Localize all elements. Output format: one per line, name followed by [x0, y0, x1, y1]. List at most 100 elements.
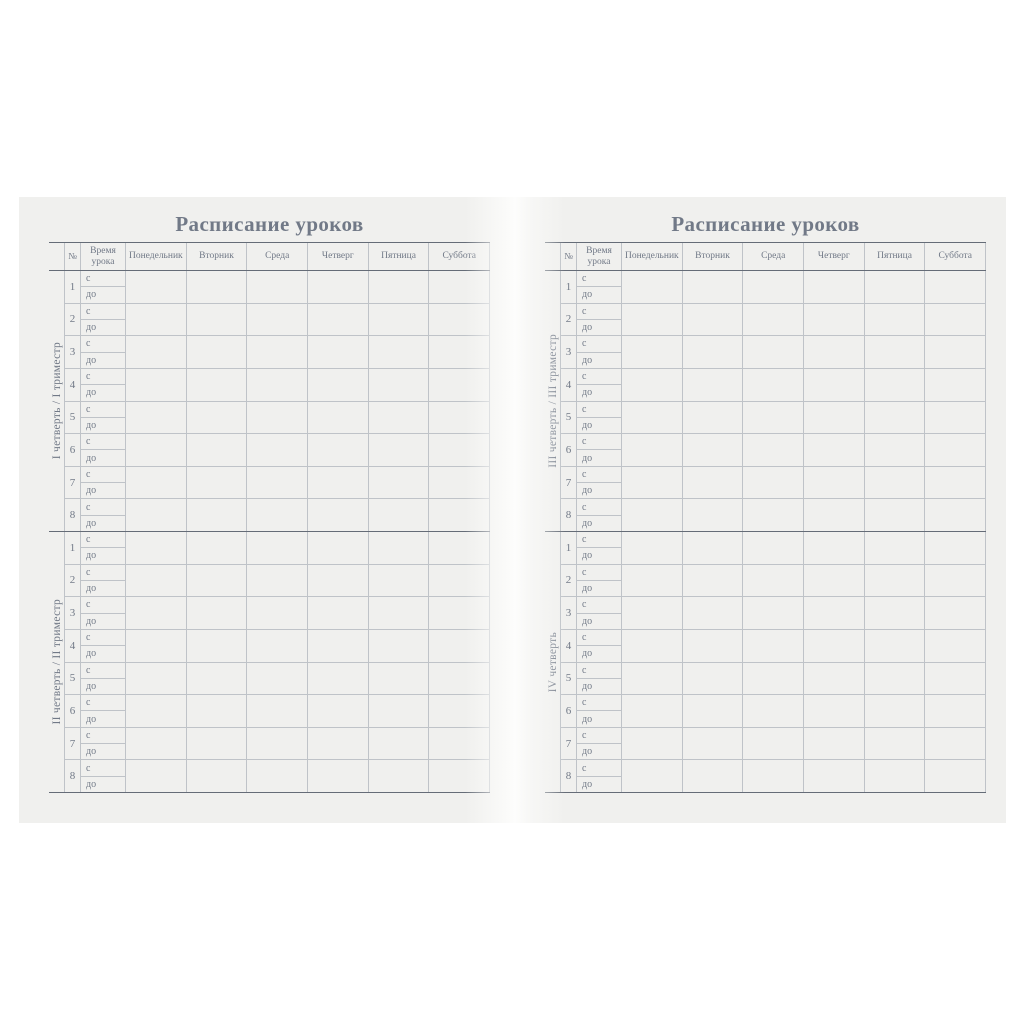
- day-cell: [863, 532, 925, 564]
- time-cell: с до: [576, 532, 621, 564]
- quarter-block: III четверть / III триместр 1 с до 2 с до 3 с до 4…: [545, 271, 987, 532]
- day-cell: [924, 760, 987, 792]
- lesson-row: 7 с до: [560, 465, 987, 499]
- time-to-label: до: [86, 387, 97, 399]
- lesson-number: 8: [64, 760, 80, 792]
- time-to-label: до: [86, 322, 97, 334]
- time-from-label: с: [577, 304, 621, 320]
- quarter-label: III четверть / III триместр: [545, 271, 560, 531]
- day-cell: [125, 336, 186, 368]
- lesson-number: 3: [560, 597, 576, 629]
- lesson-number: 6: [560, 434, 576, 466]
- time-from-label: с: [81, 597, 125, 614]
- day-cell: [367, 466, 429, 499]
- time-cell: с до: [80, 532, 125, 564]
- column-header-number: №: [64, 243, 80, 270]
- lesson-row: 8 с до: [560, 759, 987, 792]
- day-cell: [863, 336, 925, 368]
- time-cell: с до: [576, 499, 621, 531]
- lesson-rows: 1 с до 2 с до 3 с до 4 с до 5 с до 6 с до 7 с до 8 с до: [64, 532, 491, 792]
- time-cell: с до: [80, 629, 125, 662]
- lesson-row: 6 с до: [64, 694, 491, 727]
- lesson-number: 1: [560, 532, 576, 564]
- time-from-label: с: [577, 467, 621, 484]
- day-cell: [367, 271, 429, 303]
- column-header-day: Пятница: [863, 243, 925, 270]
- day-cell: [681, 303, 743, 336]
- quarter-label-text: II четверть / II триместр: [50, 599, 63, 725]
- day-cell: [185, 662, 247, 695]
- time-to-label: до: [86, 680, 97, 692]
- lesson-number: 7: [560, 727, 576, 760]
- time-from-label: с: [577, 695, 621, 712]
- day-cell: [863, 271, 925, 303]
- lesson-number: 1: [560, 271, 576, 303]
- day-cell: [246, 271, 307, 303]
- day-cell: [803, 760, 864, 792]
- day-cell: [307, 303, 368, 336]
- day-cell: [367, 401, 429, 434]
- lesson-row: 3 с до: [64, 596, 491, 629]
- day-cell: [681, 564, 743, 597]
- time-to-label: до: [582, 354, 593, 366]
- day-cell: [742, 401, 803, 434]
- day-cell: [924, 401, 987, 434]
- time-from-label: с: [81, 336, 125, 353]
- lesson-number: 4: [64, 368, 80, 401]
- planner-spread: Расписание уроков № Время урока Понедельни…: [19, 197, 1006, 823]
- time-to-label: до: [582, 778, 593, 790]
- day-cell: [621, 597, 682, 629]
- time-from-label: с: [577, 336, 621, 353]
- day-cell: [367, 662, 429, 695]
- day-cell: [924, 532, 987, 564]
- day-cell: [185, 695, 247, 727]
- lesson-row: 1 с до: [560, 271, 987, 303]
- day-cell: [742, 532, 803, 564]
- day-cell: [185, 336, 247, 368]
- day-cell: [681, 760, 743, 792]
- day-cell: [125, 727, 186, 760]
- time-to-label: до: [86, 452, 97, 464]
- quarter-block: IV четверть 1 с до 2 с до 3 с до 4 с до 5 с до 6 с до 7 с до 8…: [545, 532, 987, 793]
- day-cell: [185, 401, 247, 434]
- day-cell: [621, 271, 682, 303]
- day-cell: [803, 662, 864, 695]
- day-cell: [924, 662, 987, 695]
- column-header-day: Пятница: [367, 243, 429, 270]
- day-cell: [742, 466, 803, 499]
- day-cell: [307, 434, 368, 466]
- day-cell: [246, 695, 307, 727]
- day-cell: [246, 532, 307, 564]
- day-cell: [125, 662, 186, 695]
- lesson-row: 4 с до: [560, 367, 987, 401]
- day-cell: [681, 466, 743, 499]
- lesson-number: 4: [560, 629, 576, 662]
- day-cell: [307, 499, 368, 531]
- quarter-label-spacer: [49, 243, 64, 270]
- lesson-row: 8 с до: [64, 759, 491, 792]
- day-cell: [185, 499, 247, 531]
- day-cell: [681, 499, 743, 531]
- day-cell: [125, 368, 186, 401]
- time-cell: с до: [576, 564, 621, 597]
- day-cell: [246, 564, 307, 597]
- lesson-number: 2: [64, 303, 80, 336]
- day-cell: [428, 434, 491, 466]
- time-from-label: с: [81, 663, 125, 679]
- day-cell: [307, 532, 368, 564]
- day-cell: [863, 695, 925, 727]
- day-cell: [924, 368, 987, 401]
- time-from-label: с: [577, 532, 621, 549]
- day-cell: [621, 532, 682, 564]
- day-cell: [246, 629, 307, 662]
- time-cell: с до: [80, 662, 125, 695]
- day-cell: [428, 271, 491, 303]
- day-cell: [246, 434, 307, 466]
- day-cell: [367, 434, 429, 466]
- day-cell: [924, 564, 987, 597]
- time-from-label: с: [577, 630, 621, 647]
- lesson-rows: 1 с до 2 с до 3 с до 4 с до 5 с до 6 с до 7 с до 8 с до: [64, 271, 491, 531]
- lesson-row: 2 с до: [64, 563, 491, 597]
- day-cell: [742, 271, 803, 303]
- time-cell: с до: [576, 727, 621, 760]
